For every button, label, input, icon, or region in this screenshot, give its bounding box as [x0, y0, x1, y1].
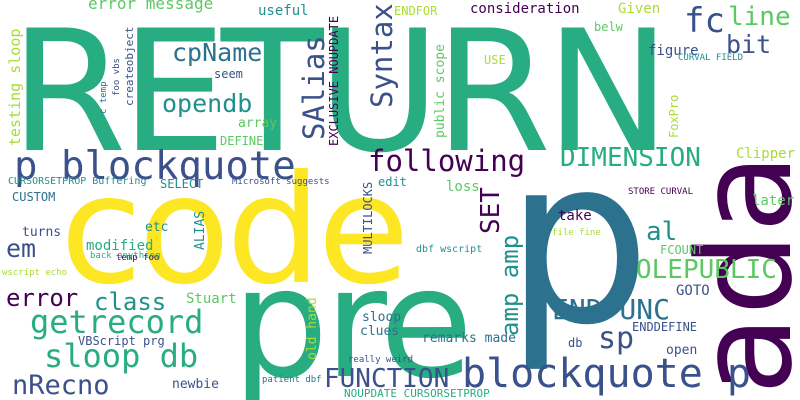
word-clipper: Clipper — [736, 146, 796, 162]
word-vbscript-prg: VBScript prg — [78, 334, 165, 348]
word-later: later — [752, 193, 795, 209]
word-olepublic: OLEPUBLIC — [636, 255, 777, 285]
word-seem: seem — [214, 67, 243, 81]
word-turns: turns — [22, 225, 62, 240]
word-line: line — [728, 2, 791, 32]
word-goto: GOTO — [676, 283, 710, 299]
word-really-weird: really weird — [348, 355, 414, 365]
word-patient-dbf: patient dbf — [262, 375, 322, 385]
word-microsoft-suggests: Microsoft suggests — [232, 177, 330, 187]
word-back-anything: back anything — [90, 251, 161, 261]
word-take: take — [558, 208, 592, 224]
word-class: class — [94, 288, 167, 316]
word-bit: bit — [726, 30, 772, 59]
word-temp-foo: temp foo — [116, 253, 160, 263]
word-testing-sloop: testing sloop — [6, 28, 24, 146]
word-remarks-made: remarks made — [422, 331, 516, 346]
word-store-curval: STORE CURVAL — [628, 187, 694, 197]
word-etc: etc — [145, 220, 169, 235]
word-sloop: sloop — [362, 310, 402, 325]
word-cpname: cpName — [172, 38, 263, 67]
word-foxpro: FoxPro — [667, 94, 681, 138]
word-public-scope: public scope — [433, 44, 448, 138]
word-given: Given — [618, 1, 661, 17]
word-getrecord: getrecord — [30, 303, 204, 341]
word-p-blockquote: p blockquote — [14, 144, 296, 189]
word-useful: useful — [258, 3, 309, 19]
word-newbie: newbie — [172, 377, 219, 392]
word-error: error — [6, 284, 79, 312]
word-modified: modified — [86, 238, 154, 254]
word-following: following — [368, 144, 526, 178]
word-blockquote-p: blockquote p — [462, 351, 751, 397]
word-multilocks: MULTILOCKS — [361, 181, 375, 254]
word-cursorsetprop-buffering: CURSORSETPROP Buffering — [8, 176, 147, 187]
word-fcount: FCOUNT — [660, 243, 704, 257]
word-consideration: consideration — [470, 1, 580, 17]
word-array: array — [238, 116, 278, 131]
word-define: DEFINE — [220, 134, 264, 148]
word-code: code — [60, 144, 410, 318]
word-old-hand: old hand — [305, 297, 320, 360]
word-foo-vbs: foo vbs — [112, 58, 122, 96]
word-sloop-db: sloop db — [44, 337, 199, 375]
word-amp-amp: amp amp — [496, 234, 524, 336]
word-em: em — [6, 234, 37, 263]
word-c-temp: c temp — [99, 81, 109, 114]
word-enddefine: ENDDEFINE — [632, 320, 698, 334]
word-stuart: Stuart — [186, 291, 237, 307]
word-select: SELECT — [160, 177, 204, 191]
word-noupdate-cursorsetprop: NOUPDATE CURSORSETPROP — [344, 387, 490, 400]
word-dimension: DIMENSION — [560, 143, 701, 173]
word-belw: belw — [594, 20, 623, 34]
word-nrecno: nRecno — [12, 370, 110, 400]
word-p: p — [505, 109, 651, 376]
word-figure: figure — [648, 43, 699, 59]
word-dbf-wscript: dbf wscript — [416, 244, 483, 255]
word-db: db — [568, 336, 583, 350]
word-endfunc: ENDFUNC — [552, 293, 671, 326]
word-exclusive-noupdate: EXCLUSIVE NOUPDATE — [327, 15, 341, 146]
word-curval-field: CURVAL FIELD — [678, 53, 744, 63]
word-edit: edit — [378, 175, 407, 189]
word-open: open — [666, 343, 698, 358]
word-syntax: Syntax — [365, 3, 399, 108]
word-fc: fc — [684, 1, 725, 41]
word-pre: pre — [232, 235, 473, 400]
word-error-message: error message — [88, 0, 214, 13]
word-al: al — [646, 217, 678, 247]
word-sp: sp — [598, 321, 635, 356]
word-set: SET — [476, 187, 506, 234]
word-file-fine: file fine — [552, 228, 601, 238]
word-opendb: opendb — [162, 89, 253, 118]
word-endfor: ENDFOR — [394, 4, 438, 18]
word-clues: clues — [360, 324, 400, 339]
word-wscript-echo: wscript echo — [2, 268, 68, 278]
word-alias: ALIAS — [193, 210, 208, 250]
word-return: RETURN — [10, 0, 671, 190]
word-custom: CUSTOM — [12, 190, 56, 204]
word-createobject: createobject — [123, 26, 136, 106]
word-function: FUNCTION — [324, 364, 450, 394]
word-salias: SAlias — [297, 35, 331, 140]
word-loss: loss — [446, 179, 480, 195]
word-use: USE — [484, 53, 506, 67]
